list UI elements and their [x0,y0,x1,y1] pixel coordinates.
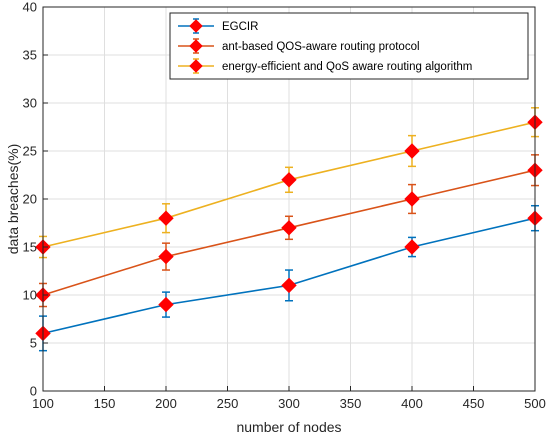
data-point [281,277,297,294]
legend-label: energy-efficient and QoS aware routing a… [222,61,472,73]
y-axis-label: data breaches(%) [5,144,21,255]
x-tick-label: 150 [94,396,116,411]
data-point [404,239,420,255]
legend: EGCIR ant-based QOS-aware routing protoco… [169,12,529,80]
x-tick-label: 450 [463,396,485,411]
data-point [158,210,174,226]
series-2 [35,107,543,259]
x-tick-label: 400 [401,396,423,411]
y-tick-label: 0 [30,384,37,399]
x-tick-label: 500 [524,396,546,411]
data-point [281,172,297,188]
legend-marker [189,59,203,73]
x-tick-label: 200 [155,396,177,411]
legend-label: ant-based QOS-aware routing protocol [222,41,420,53]
x-tick-label: 250 [217,396,239,411]
legend-marker [189,39,203,53]
x-axis-label: number of nodes [236,419,341,435]
legend-marker [189,19,203,33]
data-point [158,248,174,265]
y-tick-label: 30 [23,96,37,111]
y-tick-label: 25 [23,144,37,159]
legend-label: EGCIR [222,21,258,33]
y-tick-label: 15 [23,240,37,255]
data-point [158,296,174,313]
y-tick-label: 40 [23,0,37,15]
data-point [404,143,420,159]
y-tick-label: 20 [23,192,37,207]
x-tick-label: 100 [32,396,54,411]
y-tick-label: 35 [23,48,37,63]
y-tick-label: 5 [30,336,37,351]
ticks: 100 150 200 250 300 350 400 450 500 0 5 10 15 20 25 30 3… [23,0,546,411]
x-tick-label: 350 [340,396,362,411]
data-point [281,220,297,236]
legend-box [169,12,529,80]
data-point [404,191,420,207]
y-tick-label: 10 [23,288,37,303]
x-tick-label: 300 [278,396,300,411]
